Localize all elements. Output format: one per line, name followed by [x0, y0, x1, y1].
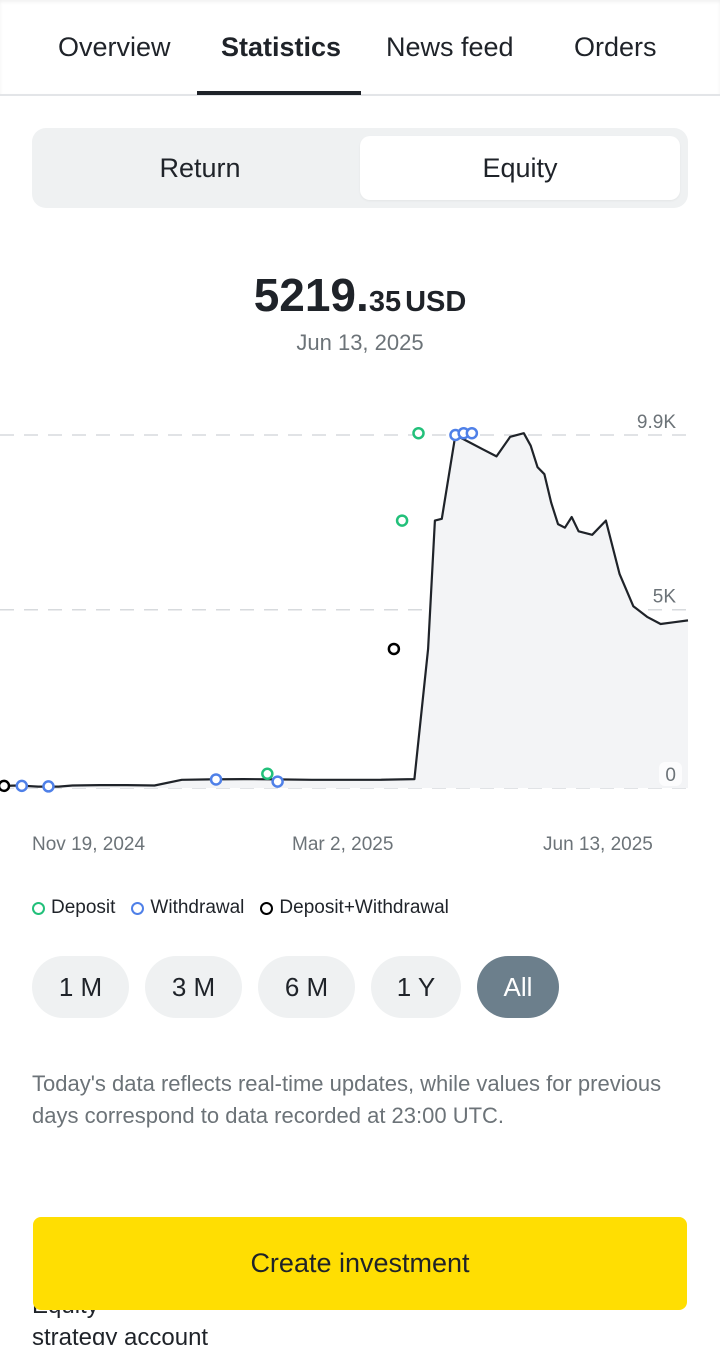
equity-value-fraction: 35	[368, 286, 402, 318]
y-tick-text: 0	[665, 765, 676, 786]
deposit-withdrawal-marker	[387, 642, 401, 656]
tab-overview[interactable]: Overview	[58, 32, 171, 62]
active-tab-indicator	[197, 91, 361, 95]
legend-label: Deposit	[51, 897, 116, 918]
x-tick-label: Nov 19, 2024	[32, 834, 146, 855]
deposit-marker-icon	[32, 901, 45, 915]
equity-value: 5219.35 USD	[0, 268, 720, 322]
top-tab-bar: Overview Statistics News feed Orders	[0, 0, 720, 96]
equity-chart[interactable]: 9.9K 5K 0	[0, 390, 720, 820]
deposit-withdrawal-marker-icon	[260, 901, 274, 915]
y-tick-text: 5K	[653, 587, 677, 608]
tab-statistics[interactable]: Statistics	[221, 32, 342, 62]
equity-currency: USD	[405, 286, 467, 318]
period-1m-button[interactable]: 1 M	[32, 956, 129, 1018]
return-equity-toggle: Return Equity	[32, 128, 688, 208]
legend-deposit: Deposit	[32, 897, 115, 919]
withdrawal-marker	[42, 780, 55, 793]
y-tick-label: 9.9K	[626, 409, 682, 433]
equity-button[interactable]: Equity	[360, 136, 680, 200]
deposit-withdrawal-marker	[0, 779, 11, 793]
area-fill	[4, 433, 688, 788]
withdrawal-marker	[271, 775, 284, 788]
equity-date: Jun 13, 2025	[296, 330, 424, 355]
withdrawal-marker	[465, 426, 479, 440]
legend-label: Withdrawal	[150, 897, 245, 918]
x-tick-label: Mar 2, 2025	[292, 834, 394, 855]
equity-value-integer: 5219.	[253, 269, 369, 321]
period-3m-button[interactable]: 3 M	[145, 956, 242, 1018]
y-tick-label: 0	[659, 762, 682, 786]
y-tick-label: 5K	[648, 583, 682, 608]
period-all-button[interactable]: All	[477, 956, 559, 1018]
tab-news-feed[interactable]: News feed	[386, 32, 514, 62]
chart-legend: Deposit Withdrawal Deposit+Withdrawal	[32, 895, 465, 921]
data-update-note: Today's data reflects real-time updates,…	[32, 1071, 662, 1128]
withdrawal-marker-icon	[131, 901, 145, 915]
withdrawal-marker	[209, 773, 223, 786]
section-text-partial: strategy account	[32, 1324, 209, 1345]
legend-deposit-withdrawal: Deposit+Withdrawal	[260, 897, 449, 919]
legend-withdrawal: Withdrawal	[131, 897, 244, 919]
x-tick-label: Jun 13, 2025	[543, 834, 653, 855]
tab-orders[interactable]: Orders	[574, 32, 657, 62]
legend-label: Deposit+Withdrawal	[279, 897, 449, 918]
period-6m-button[interactable]: 6 M	[258, 956, 355, 1018]
withdrawal-marker	[15, 779, 29, 793]
deposit-marker	[412, 426, 425, 440]
create-investment-button[interactable]: Create investment	[33, 1217, 687, 1310]
deposit-marker	[261, 767, 274, 780]
y-tick-text: 9.9K	[637, 412, 676, 433]
deposit-marker	[395, 514, 409, 527]
period-1y-button[interactable]: 1 Y	[371, 956, 461, 1018]
return-button[interactable]: Return	[159, 152, 241, 183]
